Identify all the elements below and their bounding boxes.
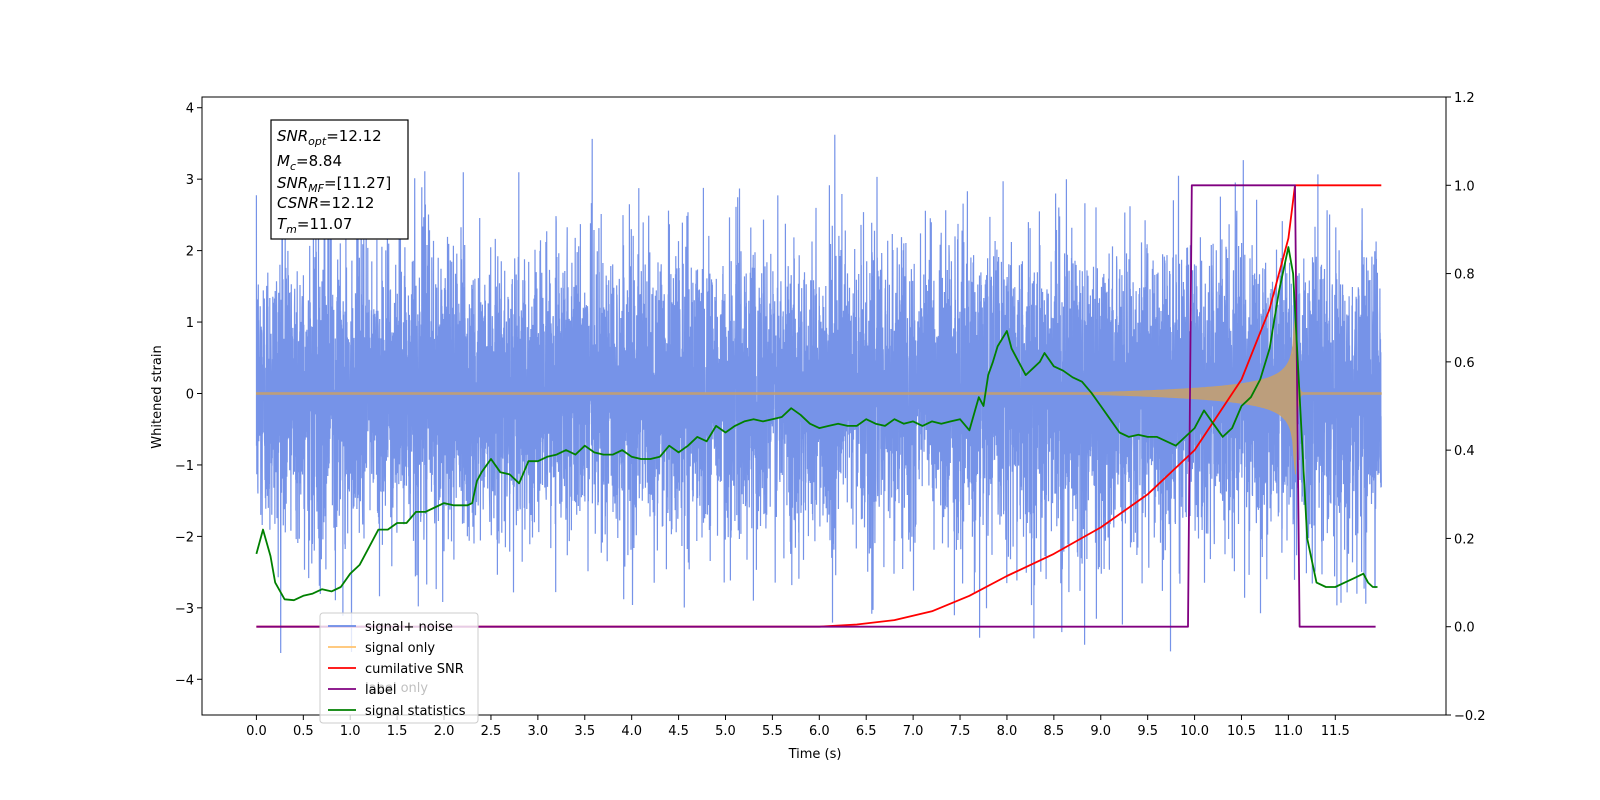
y-left-tick-label: 0 <box>186 387 194 402</box>
series-signal-only <box>255 312 1382 475</box>
series-signal-statistics <box>255 246 1378 602</box>
x-tick-label: 5.5 <box>762 724 783 739</box>
y-right-tick-label: 0.0 <box>1454 621 1475 636</box>
y-right-tick-label: 1.2 <box>1454 91 1475 106</box>
y-right-tick-label: 0.2 <box>1454 532 1475 547</box>
series-cumulative-snr <box>256 184 1382 628</box>
y-axis-label: Whitened strain <box>150 345 165 448</box>
series-label <box>256 184 1376 628</box>
x-tick-label: 1.0 <box>340 724 361 739</box>
annotation-csnr: CSNR=12.12 <box>277 194 374 212</box>
x-tick-label: 3.5 <box>574 724 595 739</box>
x-tick-label: 6.5 <box>856 724 877 739</box>
y-left-tick-label: 1 <box>186 316 194 331</box>
legend: label only signal+ noise signal only cumila… <box>319 612 479 724</box>
y-left-tick-label: 3 <box>186 173 194 188</box>
x-tick-label: 11.5 <box>1321 724 1350 739</box>
legend-label: signal+ noise <box>365 620 453 635</box>
annotation-snr-opt: SNRopt=12.12 <box>277 127 382 148</box>
legend-label: signal statistics <box>365 704 466 719</box>
x-tick-label: 9.0 <box>1090 724 1111 739</box>
legend-label: signal only <box>365 641 435 656</box>
y-left-tick-label: −3 <box>175 602 194 617</box>
y-left-tick-label: 2 <box>186 245 194 260</box>
plot-frame <box>201 96 1447 716</box>
x-tick-label: 9.5 <box>1137 724 1158 739</box>
legend-label: label <box>365 683 396 698</box>
y-right-tick-label: −0.2 <box>1454 709 1486 724</box>
x-tick-label: 10.5 <box>1227 724 1256 739</box>
x-tick-label: 0.0 <box>246 724 267 739</box>
x-tick-label: 6.0 <box>809 724 830 739</box>
annotation-tm: Tm=11.07 <box>277 215 352 236</box>
x-tick-label: 3.0 <box>528 724 549 739</box>
x-tick-label: 2.0 <box>434 724 455 739</box>
y-left-tick-label: −4 <box>175 673 194 688</box>
y-left-tick-label: −2 <box>175 530 194 545</box>
legend-frame <box>319 612 479 724</box>
x-tick-label: 8.5 <box>1044 724 1065 739</box>
y-right-tick-label: 0.4 <box>1454 444 1475 459</box>
x-tick-label: 4.0 <box>621 724 642 739</box>
axes-layer: 0.0 0.5 1.0 1.5 2.0 2.5 3.0 3.5 4.0 4.5 5.0 5.5 6.0 6… <box>175 91 1486 739</box>
x-tick-label: 0.5 <box>293 724 314 739</box>
x-tick-label: 4.5 <box>668 724 689 739</box>
x-tick-label: 1.5 <box>387 724 408 739</box>
annotation-mc: Mc=8.84 <box>277 152 342 173</box>
annotation-snr-mf: SNRMF=[11.27] <box>277 174 391 195</box>
y-left-tick-label: −1 <box>175 459 194 474</box>
x-tick-label: 11.0 <box>1274 724 1303 739</box>
plot-area <box>255 134 1382 654</box>
annotation-frame <box>270 119 409 240</box>
y-right-tick-label: 0.8 <box>1454 268 1475 283</box>
series-layer <box>255 134 1382 654</box>
x-tick-label: 10.0 <box>1180 724 1209 739</box>
x-tick-label: 8.0 <box>997 724 1018 739</box>
y-right-tick-label: 0.6 <box>1454 356 1475 371</box>
annotation-box: SNRopt=12.12 Mc=8.84 SNRMF=[11.27] CSNR=… <box>270 119 409 240</box>
y-left-tick-label: 4 <box>186 102 194 117</box>
x-axis-label: Time (s) <box>788 747 842 762</box>
x-tick-label: 7.0 <box>903 724 924 739</box>
x-tick-label: 7.5 <box>950 724 971 739</box>
legend-label: cumilative SNR <box>365 662 464 677</box>
legend-hidden-entry: label only <box>365 681 428 696</box>
x-tick-label: 2.5 <box>481 724 502 739</box>
series-signal-noise <box>255 134 1382 654</box>
x-tick-label: 5.0 <box>715 724 736 739</box>
y-right-tick-label: 1.0 <box>1454 179 1475 194</box>
